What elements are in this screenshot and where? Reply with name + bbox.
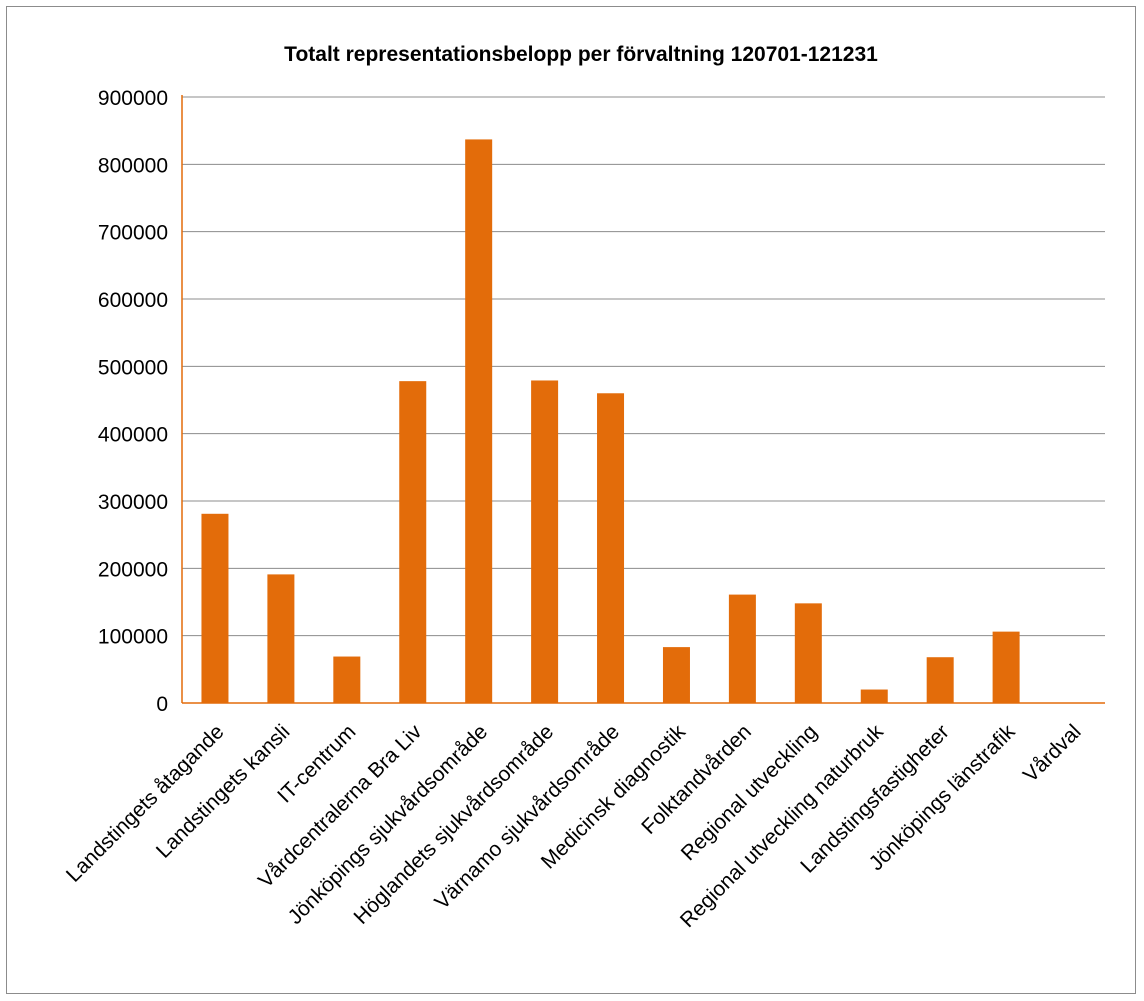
chart-frame: Totalt representationsbelopp per förvalt… (6, 6, 1136, 994)
gridlines (182, 96, 1105, 637)
y-tick-label: 200000 (98, 558, 168, 581)
bar (531, 380, 559, 703)
bar (860, 689, 888, 703)
bar (201, 513, 229, 703)
y-tick-label: 0 (156, 693, 168, 716)
y-tick-label: 400000 (98, 424, 168, 447)
y-axis-ticks: 0 100000 200000 300000 400000 500000 600000 700… (98, 87, 168, 716)
y-tick-label: 700000 (98, 222, 168, 245)
x-category-label: Vårdval (1019, 720, 1086, 787)
y-tick-label: 100000 (98, 626, 168, 649)
y-tick-label: 300000 (98, 491, 168, 514)
bar (465, 139, 493, 704)
bar (333, 656, 361, 703)
bar (662, 647, 690, 703)
bar (728, 594, 756, 703)
bar-chart: Totalt representationsbelopp per förvalt… (62, 43, 1105, 932)
y-tick-label: 900000 (98, 87, 168, 110)
bar (597, 393, 625, 703)
bar (926, 657, 954, 703)
y-tick-label: 500000 (98, 356, 168, 379)
y-tick-label: 600000 (98, 289, 168, 312)
bar (399, 381, 427, 703)
axes (181, 95, 1105, 704)
bar (267, 574, 295, 703)
bar (992, 631, 1020, 703)
y-tick-label: 800000 (98, 154, 168, 177)
chart-title: Totalt representationsbelopp per förvalt… (284, 43, 878, 66)
bar (794, 603, 822, 703)
bars (201, 139, 1020, 704)
